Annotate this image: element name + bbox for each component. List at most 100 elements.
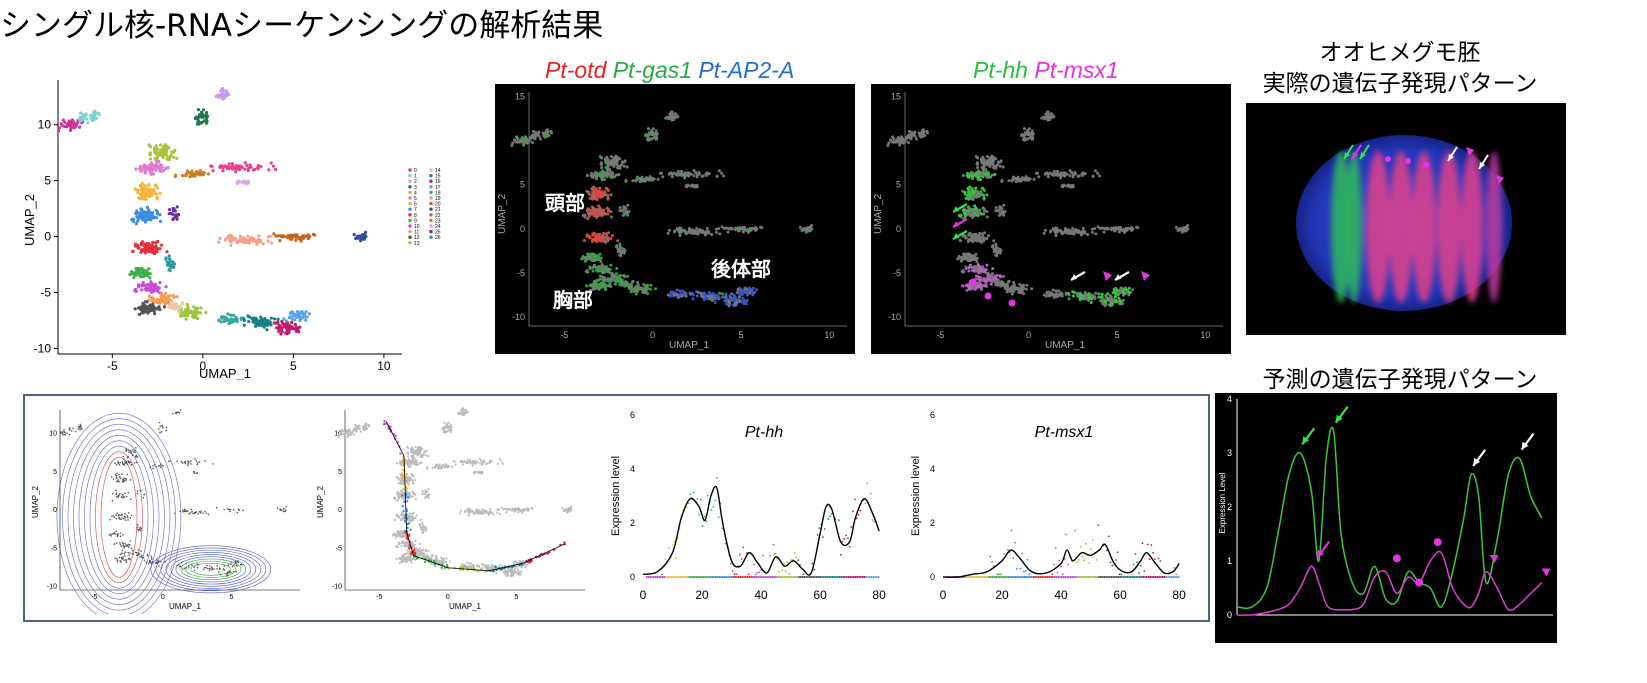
traj-cell-point [395,475,398,479]
dark-umap-cell-point [670,110,674,114]
legend-swatch [429,201,433,206]
pseudotime-analysis-box [23,394,1210,622]
dark-umap-cell-point [1103,299,1107,303]
dark-umap-cell-point [967,233,971,237]
traj-cell-point [409,465,412,468]
traj-cell-point [363,428,367,431]
dark-umap-cell-point [973,265,977,269]
dark-umap-cell-point [747,230,751,234]
dark-umap-cell-point [616,247,620,251]
dark-umap-cell-point [718,232,722,236]
dark-umap-cell-point [1025,283,1029,287]
traj-cell-point [191,564,193,567]
traj-cell-point [110,476,113,478]
traj-cell-point [339,431,342,434]
umap-cell-point [141,240,145,244]
dark-umap-cell-point [1018,288,1022,292]
traj-cell-point [139,526,142,528]
traj-cell-point [239,563,242,566]
traj-cell-point [185,562,187,565]
umap-cell-point [217,240,221,244]
traj-xtick: 0 [446,594,450,601]
traj-cell-point [165,426,168,429]
traj-cell-point [126,473,129,476]
dark-umap-cell-point [986,158,990,162]
dark-umap-cell-point [1046,175,1050,179]
dark-umap-cell-point [986,175,990,179]
traj-cell-point [400,472,404,475]
umap-cell-point [285,329,289,333]
dark-umap-cell-point [588,236,592,240]
traj-cell-point [128,461,131,463]
legend-swatch [429,213,433,217]
dark-umap-cell-point [610,175,614,179]
umap-cell-point [145,205,150,209]
umap-cell-point [364,234,368,239]
traj-cell-point [133,451,135,453]
dark-umap-cell-point [590,239,594,243]
traj-cell-point [160,463,162,466]
traj-cell-point [119,560,122,562]
dark-umap-cell-point [697,170,701,174]
traj-cell-point [114,533,117,535]
umap-cell-point [133,307,137,311]
dark-umap-cell-point [1085,295,1089,299]
traj-cell-point [157,465,160,467]
umap-cell-point [189,172,193,176]
umap-cell-point [160,297,164,301]
umap-cell-point [139,274,143,278]
traj-cell-point [119,477,122,480]
umap-cell-point [80,115,85,119]
traj-cell-point [168,460,171,463]
traj-cell-point [202,568,205,571]
expression-stripe [1331,151,1351,303]
umap-xlabel: UMAP_1 [199,366,251,380]
traj-cell-point [397,495,400,498]
traj-cell-point [141,556,143,559]
umap-cell-point [144,305,148,309]
dark-umap-cell-point [736,227,740,231]
dark-umap-cell-point [593,237,597,241]
traj-cell-point [147,563,150,565]
traj-cell-point [229,563,232,566]
umap-cell-point [146,166,150,170]
umap-cell-point [143,194,147,198]
traj-cell-point [406,476,409,479]
dark-umap-cell-point [1100,292,1104,296]
dark-umap-cell-point [1015,178,1019,182]
umap-cell-point [79,111,83,115]
dark-umap-cell-point [676,295,680,299]
traj-cell-point [414,452,417,455]
dark-umap-cell-point [1094,232,1098,236]
traj-cell-point [118,463,121,466]
dark-umap-cell-point [510,143,514,147]
dark-umap-cell-point [727,299,731,303]
umap-cell-point [210,164,214,168]
umap-cell-point [171,150,176,154]
traj-cell-point [161,425,164,427]
dark-umap-cell-point [611,276,615,280]
traj-cell-point [407,455,410,458]
dark-umap-cell-point [1123,230,1127,234]
dark-umap-cell-point [604,186,608,190]
traj-cell-point [142,556,145,559]
dark-umap-cell-point [979,190,983,194]
traj-cell-point [238,509,241,511]
traj-cell-point [140,529,142,532]
umap-cell-point [149,245,153,249]
umap-cell-point [146,282,150,286]
dark-umap-cell-point [1019,179,1023,183]
traj-cell-point [117,479,119,481]
traj-cell-point [123,496,126,498]
traj-cell-point [138,553,140,556]
traj-cell-point [352,430,355,433]
dark-umap-cell-point [590,193,594,197]
traj-cell-point [119,518,121,521]
umap-cell-point [138,164,142,168]
dark-umap-cell-point [1068,169,1072,173]
traj-cell-point [111,515,113,517]
dark-umap-cell-point [998,273,1002,277]
legend-label: 13 [414,241,420,247]
umap-cell-point [168,260,172,264]
umap-cell-point [165,250,169,254]
